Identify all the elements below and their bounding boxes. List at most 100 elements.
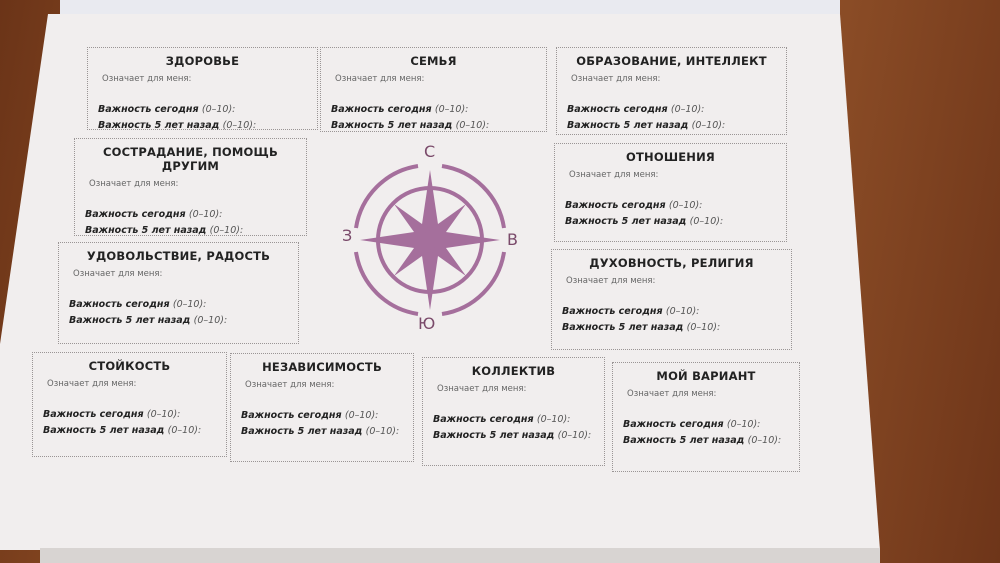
importance-today-label: Важность сегодня	[562, 306, 663, 317]
importance-today-field[interactable]: Важность сегодня (0–10):	[623, 419, 799, 430]
means-field[interactable]: Означает для меня:	[437, 384, 527, 394]
importance-today-field[interactable]: Важность сегодня (0–10):	[565, 200, 786, 211]
means-field[interactable]: Означает для меня:	[566, 276, 656, 286]
range-label: (0–10):	[455, 120, 490, 131]
importance-today-field[interactable]: Важность сегодня (0–10):	[562, 306, 791, 317]
compass-south-label: Ю	[418, 314, 436, 333]
means-field[interactable]: Означает для меня:	[569, 170, 659, 180]
range-label: (0–10):	[670, 104, 705, 115]
importance-past-field[interactable]: Важность 5 лет назад (0–10):	[43, 425, 226, 436]
importance-past-label: Важность 5 лет назад	[623, 435, 745, 446]
box-title: СОСТРАДАНИЕ, ПОМОЩЬ ДРУГИМ	[103, 145, 278, 173]
importance-past-field[interactable]: Важность 5 лет назад (0–10):	[433, 430, 604, 441]
importance-past-label: Важность 5 лет назад	[565, 216, 687, 227]
importance-past-label: Важность 5 лет назад	[562, 322, 684, 333]
range-label: (0–10):	[201, 104, 236, 115]
box-title: ЗДОРОВЬЕ	[165, 54, 240, 68]
compass-north-label: С	[424, 142, 436, 161]
importance-today-label: Важность сегодня	[565, 200, 666, 211]
importance-past-field[interactable]: Важность 5 лет назад (0–10):	[565, 216, 786, 227]
importance-today-field[interactable]: Важность сегодня (0–10):	[43, 409, 226, 420]
importance-past-field[interactable]: Важность 5 лет назад (0–10):	[567, 120, 786, 131]
importance-past-label: Важность 5 лет назад	[69, 315, 191, 326]
value-box-my-option: МОЙ ВАРИАНТ Означает для меня: Важность се…	[612, 362, 800, 472]
importance-past-field[interactable]: Важность 5 лет назад (0–10):	[85, 225, 306, 236]
importance-today-label: Важность сегодня	[85, 209, 186, 220]
importance-today-field[interactable]: Важность сегодня (0–10):	[85, 209, 306, 220]
range-label: (0–10):	[344, 410, 379, 421]
importance-past-label: Важность 5 лет назад	[331, 120, 453, 131]
importance-today-label: Важность сегодня	[43, 409, 144, 420]
importance-today-field[interactable]: Важность сегодня (0–10):	[69, 299, 298, 310]
importance-today-field[interactable]: Важность сегодня (0–10):	[241, 410, 413, 421]
range-label: (0–10):	[209, 225, 244, 236]
importance-past-field[interactable]: Важность 5 лет назад (0–10):	[98, 120, 317, 131]
means-field[interactable]: Означает для меня:	[245, 380, 335, 390]
compass-west-label: З	[342, 226, 353, 245]
range-label: (0–10):	[536, 414, 571, 425]
means-field[interactable]: Означает для меня:	[102, 74, 192, 84]
box-title: ОТНОШЕНИЯ	[626, 150, 715, 164]
workbook-page	[0, 14, 880, 550]
importance-past-label: Важность 5 лет назад	[567, 120, 689, 131]
value-box-compassion: СОСТРАДАНИЕ, ПОМОЩЬ ДРУГИМ Означает для м…	[74, 138, 307, 236]
means-field[interactable]: Означает для меня:	[73, 269, 163, 279]
range-label: (0–10):	[188, 209, 223, 220]
importance-past-field[interactable]: Важность 5 лет назад (0–10):	[331, 120, 546, 131]
value-box-pleasure: УДОВОЛЬСТВИЕ, РАДОСТЬ Означает для меня: В…	[58, 242, 299, 344]
importance-past-field[interactable]: Важность 5 лет назад (0–10):	[623, 435, 799, 446]
importance-today-field[interactable]: Важность сегодня (0–10):	[567, 104, 786, 115]
box-title: МОЙ ВАРИАНТ	[656, 369, 756, 383]
importance-past-field[interactable]: Важность 5 лет назад (0–10):	[69, 315, 298, 326]
value-box-spirituality: ДУХОВНОСТЬ, РЕЛИГИЯ Означает для меня: Важ…	[551, 249, 792, 350]
value-box-resilience: СТОЙКОСТЬ Означает для меня: Важность сего…	[32, 352, 227, 457]
range-label: (0–10):	[172, 299, 207, 310]
importance-past-field[interactable]: Важность 5 лет назад (0–10):	[241, 426, 413, 437]
box-title: ОБРАЗОВАНИЕ, ИНТЕЛЛЕКТ	[576, 54, 767, 68]
importance-today-label: Важность сегодня	[433, 414, 534, 425]
range-label: (0–10):	[691, 120, 726, 131]
means-field[interactable]: Означает для меня:	[89, 179, 179, 189]
importance-today-label: Важность сегодня	[98, 104, 199, 115]
value-box-collective: КОЛЛЕКТИВ Означает для меня: Важность сего…	[422, 357, 605, 466]
range-label: (0–10):	[222, 120, 257, 131]
range-label: (0–10):	[193, 315, 228, 326]
value-box-relationships: ОТНОШЕНИЯ Означает для меня: Важность сего…	[554, 143, 787, 242]
range-label: (0–10):	[146, 409, 181, 420]
means-field[interactable]: Означает для меня:	[47, 379, 137, 389]
box-title: СЕМЬЯ	[410, 54, 457, 68]
importance-past-label: Важность 5 лет назад	[43, 425, 165, 436]
means-field[interactable]: Означает для меня:	[627, 389, 717, 399]
box-title: УДОВОЛЬСТВИЕ, РАДОСТЬ	[86, 249, 271, 263]
range-label: (0–10):	[665, 306, 700, 317]
value-box-family: СЕМЬЯ Означает для меня: Важность сегодня …	[320, 47, 547, 132]
importance-today-label: Важность сегодня	[623, 419, 724, 430]
page-stack-edge	[40, 548, 880, 563]
value-box-independence: НЕЗАВИСИМОСТЬ Означает для меня: Важность …	[230, 353, 414, 462]
range-label: (0–10):	[668, 200, 703, 211]
importance-today-label: Важность сегодня	[331, 104, 432, 115]
value-box-education: ОБРАЗОВАНИЕ, ИНТЕЛЛЕКТ Означает для меня:…	[556, 47, 787, 135]
importance-today-field[interactable]: Важность сегодня (0–10):	[433, 414, 604, 425]
importance-past-label: Важность 5 лет назад	[433, 430, 555, 441]
range-label: (0–10):	[167, 425, 202, 436]
importance-today-field[interactable]: Важность сегодня (0–10):	[98, 104, 317, 115]
means-field[interactable]: Означает для меня:	[335, 74, 425, 84]
importance-past-label: Важность 5 лет назад	[85, 225, 207, 236]
value-box-health: ЗДОРОВЬЕ Означает для меня: Важность сегод…	[87, 47, 318, 131]
range-label: (0–10):	[726, 419, 761, 430]
box-title: КОЛЛЕКТИВ	[471, 364, 556, 378]
importance-past-label: Важность 5 лет назад	[241, 426, 363, 437]
range-label: (0–10):	[365, 426, 400, 437]
box-title: НЕЗАВИСИМОСТЬ	[262, 360, 382, 374]
compass-icon	[354, 164, 506, 316]
range-label: (0–10):	[689, 216, 724, 227]
importance-past-field[interactable]: Важность 5 лет назад (0–10):	[562, 322, 791, 333]
range-label: (0–10):	[686, 322, 721, 333]
range-label: (0–10):	[434, 104, 469, 115]
means-field[interactable]: Означает для меня:	[571, 74, 661, 84]
importance-today-label: Важность сегодня	[69, 299, 170, 310]
importance-today-field[interactable]: Важность сегодня (0–10):	[331, 104, 546, 115]
box-title: ДУХОВНОСТЬ, РЕЛИГИЯ	[589, 256, 754, 270]
range-label: (0–10):	[747, 435, 782, 446]
